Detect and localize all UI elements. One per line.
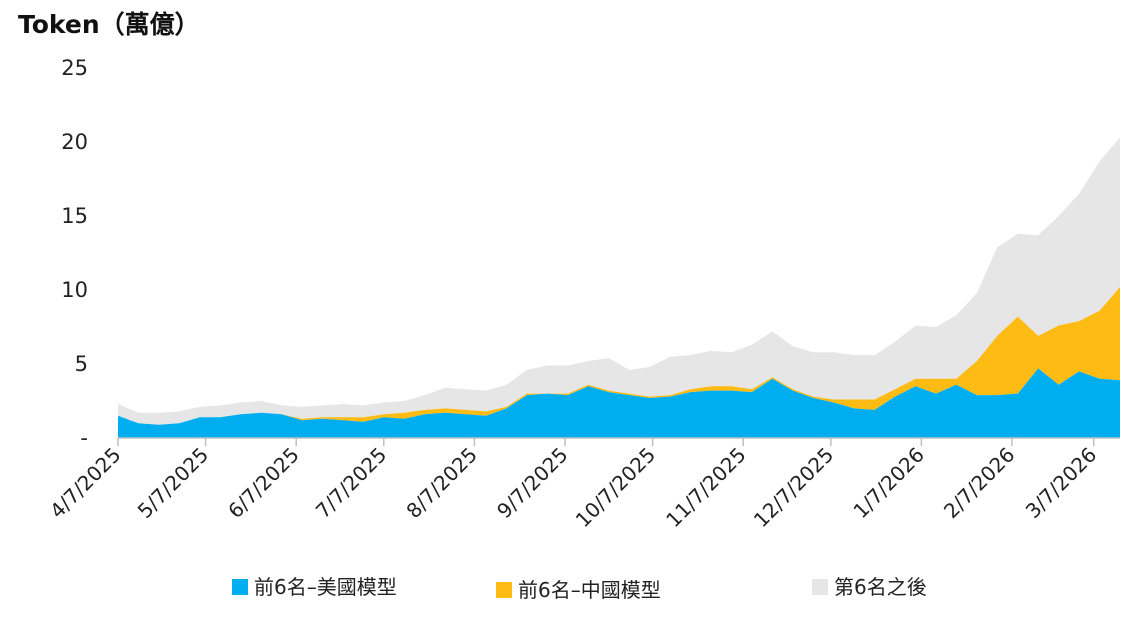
area-series-2 <box>118 137 1120 425</box>
x-tick-label: 7/7/2025 <box>311 443 391 523</box>
x-tick-label: 8/7/2025 <box>401 443 481 523</box>
y-tick-label: 20 <box>61 130 88 154</box>
legend-swatch <box>812 579 828 595</box>
legend-label: 前6名–中國模型 <box>518 578 661 602</box>
legend-label: 前6名–美國模型 <box>254 575 397 599</box>
legend: 前6名–美國模型 前6名–中國模型 第6名之後 <box>232 575 927 602</box>
x-tick-label: 1/7/2026 <box>848 443 928 523</box>
area-series-0 <box>118 368 1120 438</box>
y-tick-label: 15 <box>61 204 88 228</box>
x-tick-label: 5/7/2025 <box>133 443 213 523</box>
x-tick-label: 9/7/2025 <box>492 443 572 523</box>
x-tick-label: 12/7/2025 <box>749 443 838 532</box>
x-tick-label: 10/7/2025 <box>571 443 660 532</box>
y-tick-label: 10 <box>61 278 88 302</box>
y-axis-ticks: - 5 10 15 20 25 <box>61 56 88 450</box>
x-tick-label: 11/7/2025 <box>661 443 750 532</box>
legend-label: 第6名之後 <box>834 575 927 599</box>
y-unit-label: Token（萬億） <box>18 10 200 39</box>
legend-swatch <box>496 582 512 598</box>
y-tick-label: - <box>80 426 88 450</box>
x-tick-label: 6/7/2025 <box>223 443 303 523</box>
y-tick-label: 5 <box>75 352 88 376</box>
x-tick-label: 3/7/2026 <box>1021 443 1101 523</box>
area-layer <box>118 137 1120 438</box>
x-tick-label: 4/7/2025 <box>45 443 125 523</box>
legend-swatch <box>232 579 248 595</box>
y-tick-label: 25 <box>61 56 88 80</box>
x-axis: 4/7/2025 5/7/2025 6/7/2025 7/7/2025 8/7/2025… <box>45 437 1120 532</box>
x-tick-label: 2/7/2026 <box>939 443 1019 523</box>
